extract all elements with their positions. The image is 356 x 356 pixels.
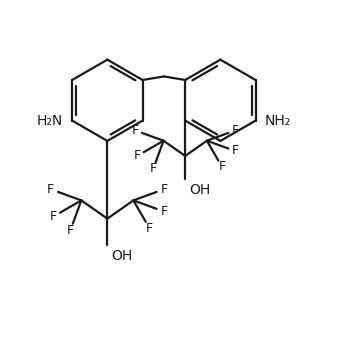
Text: F: F [67,224,74,237]
Text: F: F [160,205,167,218]
Text: F: F [132,124,139,137]
Text: F: F [150,162,157,176]
Text: OH: OH [111,249,133,263]
Text: F: F [134,149,141,162]
Text: F: F [49,210,57,223]
Text: F: F [160,183,167,196]
Text: H₂N: H₂N [37,114,63,127]
Text: F: F [47,183,54,196]
Text: F: F [218,160,225,173]
Text: F: F [231,145,239,157]
Text: F: F [231,124,239,137]
Text: OH: OH [189,183,211,197]
Text: F: F [146,222,153,235]
Text: NH₂: NH₂ [265,114,290,127]
